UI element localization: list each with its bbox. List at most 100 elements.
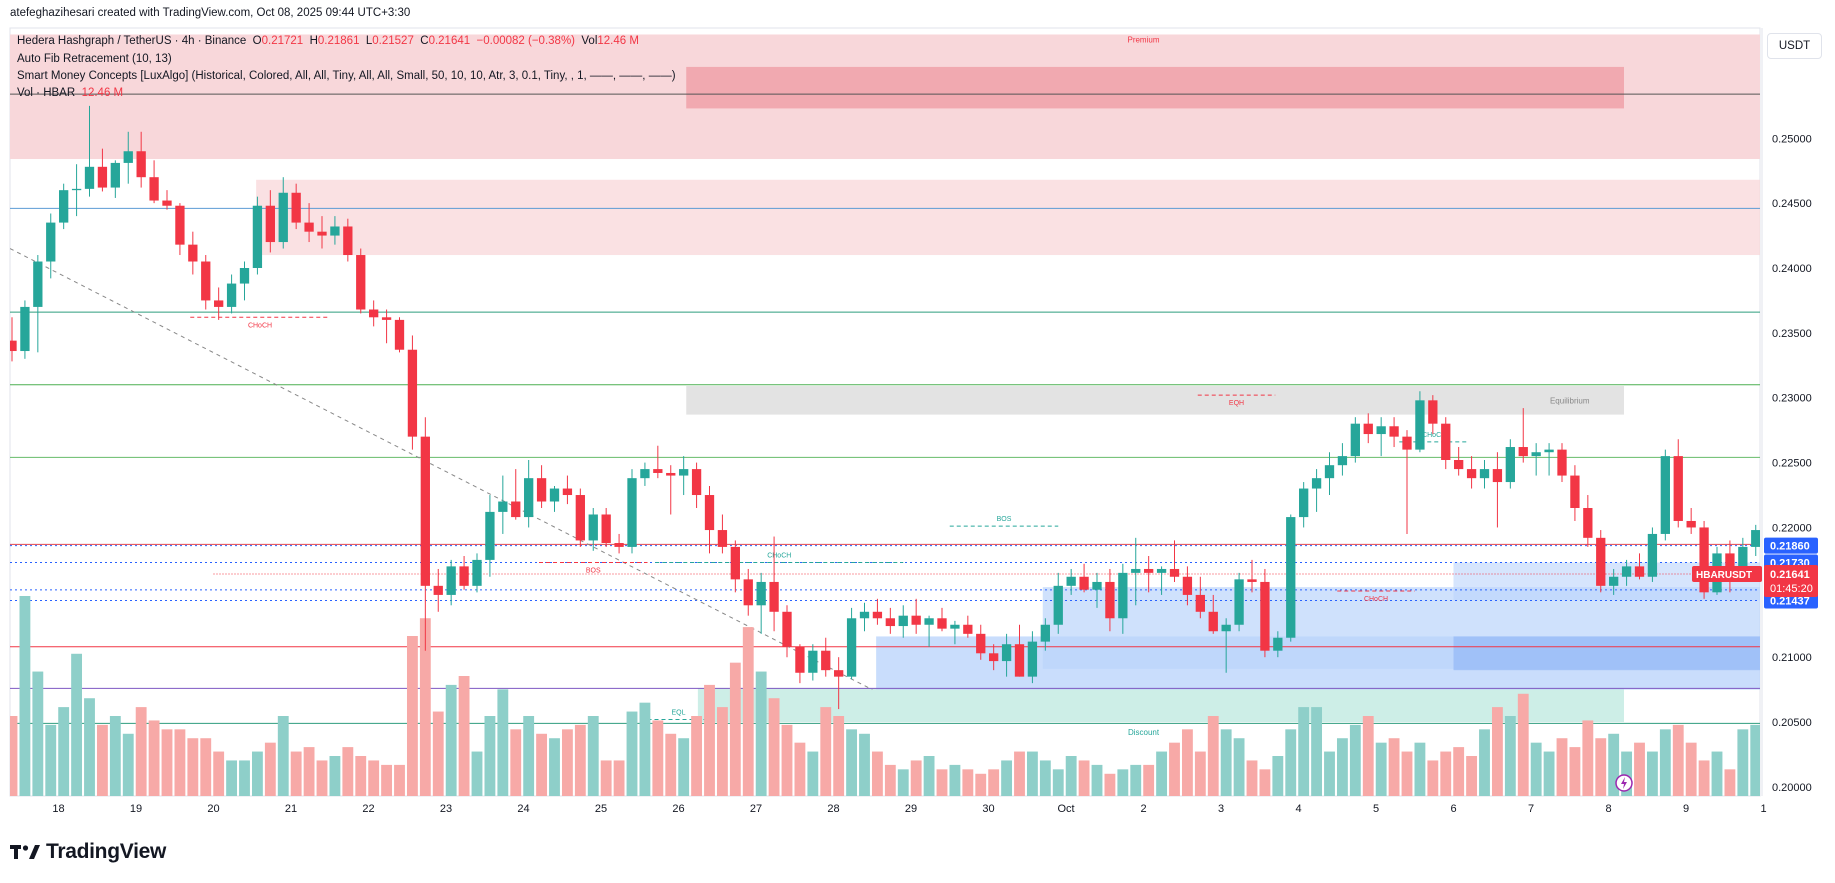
volume-bar — [1569, 747, 1581, 796]
candle-body — [1583, 508, 1593, 538]
brand-name: TradingView — [46, 840, 167, 863]
indicator-volume-value: 12.46 M — [81, 87, 124, 99]
vol-label: Vol — [581, 35, 598, 47]
equilibrium-zone — [686, 386, 1624, 415]
volume-bar — [574, 724, 586, 796]
volume-bar — [1698, 760, 1710, 796]
volume-bar — [45, 724, 57, 796]
candle-body — [110, 162, 120, 188]
volume-bar — [161, 729, 173, 796]
candle-body — [1221, 624, 1231, 632]
volume-bar — [897, 769, 909, 796]
candle-body — [1195, 594, 1205, 612]
volume-bar — [871, 751, 883, 796]
candle-body — [1337, 456, 1348, 466]
volume-bar — [122, 733, 134, 796]
time-tick-label: 19 — [130, 803, 142, 815]
candle-body — [20, 306, 30, 352]
candle-body — [911, 615, 921, 625]
candle-body — [1738, 546, 1748, 567]
volume-bar — [729, 662, 741, 796]
volume-bar — [549, 738, 560, 796]
volume-bar — [1065, 756, 1077, 796]
volume-bar — [406, 636, 418, 796]
candle-body — [485, 511, 495, 560]
indicator-smc[interactable]: Smart Money Concepts [LuxAlgo] (Historic… — [17, 70, 676, 82]
choch-2-label: CHoCH — [767, 552, 791, 559]
time-tick-label: 23 — [440, 803, 452, 815]
candle-body — [1156, 568, 1167, 573]
time-tick-label: 29 — [905, 803, 917, 815]
volume-bar — [226, 760, 238, 796]
time-tick-label: 9 — [1683, 803, 1689, 815]
volume-bar — [781, 724, 793, 796]
volume-bar — [32, 671, 44, 796]
candle-body — [175, 205, 185, 245]
volume-bar — [536, 733, 548, 796]
volume-bar — [1130, 764, 1142, 796]
high-value: 0.21861 — [317, 35, 360, 47]
volume-bar — [859, 733, 870, 796]
volume-bar — [1104, 773, 1116, 796]
high-label: H — [309, 35, 318, 47]
candle-body — [407, 349, 418, 437]
tradingview-logo-icon — [10, 845, 40, 859]
currency-button[interactable]: USDT — [1767, 33, 1822, 59]
volume-bar — [1828, 760, 1835, 796]
time-tick-label: 25 — [595, 803, 607, 815]
candle-body — [1634, 566, 1645, 577]
candle-body — [1027, 641, 1038, 677]
candle-body — [1621, 566, 1632, 577]
volume-bar — [1530, 742, 1542, 796]
volume-bar — [1479, 729, 1490, 796]
volume-bar — [936, 769, 948, 796]
time-tick-label: 20 — [207, 803, 219, 815]
candle-body — [446, 566, 456, 595]
volume-bar — [342, 747, 354, 796]
candle-body — [717, 530, 728, 547]
candle-body — [898, 615, 908, 627]
candle-body — [33, 261, 43, 307]
candle-body — [1686, 520, 1696, 528]
candle-body — [872, 611, 883, 619]
candle-body — [239, 268, 250, 284]
volume-bar — [1311, 707, 1323, 796]
candle-body — [84, 166, 95, 189]
volume-bar — [1207, 716, 1219, 796]
candle-body — [136, 151, 146, 178]
candle-body — [1479, 469, 1490, 479]
indicator-fib[interactable]: Auto Fib Retracement (10, 13) — [17, 53, 172, 65]
volume-bar — [1724, 769, 1736, 796]
candle-body — [394, 319, 405, 350]
candle-body — [549, 488, 560, 502]
candle-body — [420, 436, 430, 586]
volume-bar — [1220, 729, 1232, 796]
candle-body — [1260, 581, 1270, 651]
candle-body — [808, 650, 818, 673]
volume-bar — [71, 653, 83, 796]
vol-value: 12.46 M — [597, 35, 639, 47]
candle-body — [1273, 637, 1283, 651]
candle-body — [1040, 624, 1050, 642]
candle-body — [704, 495, 715, 531]
volume-bar — [1414, 742, 1426, 796]
volume-bar — [445, 684, 457, 796]
volume-bar — [794, 742, 806, 796]
brand-logo[interactable]: TradingView — [10, 840, 166, 864]
candle-body — [614, 543, 624, 547]
candle-body — [278, 192, 288, 243]
candle-body — [1363, 423, 1373, 435]
candle-body — [1725, 553, 1735, 567]
price-tick-label: 0.21000 — [1772, 652, 1812, 664]
volume-bar — [1233, 738, 1245, 796]
candle-body — [937, 618, 947, 629]
volume-bar — [303, 747, 315, 796]
candle-body — [291, 192, 301, 223]
candle-body — [1609, 576, 1619, 586]
indicator-volume[interactable]: Vol · HBAR 12.46 M — [17, 86, 123, 100]
time-tick-label: 5 — [1373, 803, 1379, 815]
volume-bar — [1143, 764, 1155, 796]
time-tick-label: 24 — [517, 803, 529, 815]
candle-body — [562, 488, 573, 496]
